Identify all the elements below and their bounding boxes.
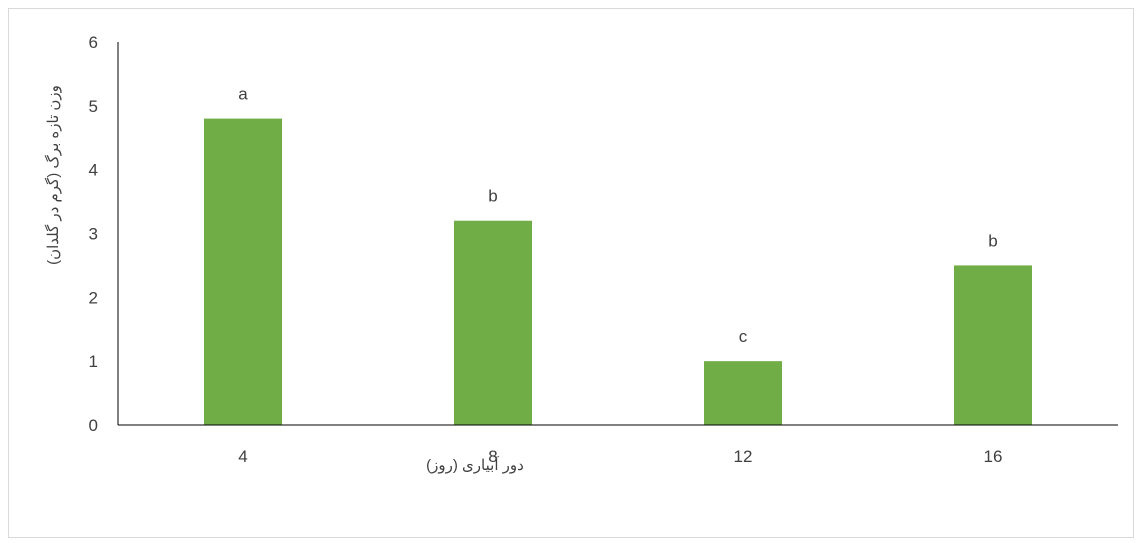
x-axis-title: دور آبیاری (روز)	[426, 456, 524, 474]
y-tick-label: 6	[89, 33, 98, 52]
y-tick-label: 3	[89, 225, 98, 244]
y-axis-title: وزن تازه برگ (گرم در گلدان)	[44, 85, 62, 265]
y-tick-label: 4	[89, 161, 98, 180]
bar	[204, 119, 282, 425]
x-tick-labels: 4 8 12 16	[238, 447, 1002, 466]
y-tick-label: 0	[89, 416, 98, 435]
bar	[954, 265, 1032, 425]
x-tick-label: 16	[984, 447, 1003, 466]
bars-group	[204, 119, 1032, 425]
bar	[704, 361, 782, 425]
y-tick-labels: 0 1 2 3 4 5 6	[89, 33, 98, 435]
x-tick-label: 4	[238, 447, 247, 466]
bar-data-label: b	[488, 187, 497, 206]
data-labels-group: a b c b	[238, 85, 997, 347]
bar	[454, 221, 532, 425]
y-tick-label: 5	[89, 97, 98, 116]
bar-data-label: a	[238, 85, 248, 104]
bar-data-label: c	[739, 327, 748, 346]
y-tick-label: 2	[89, 288, 98, 307]
bar-data-label: b	[988, 231, 997, 250]
x-tick-label: 12	[734, 447, 753, 466]
y-tick-label: 1	[89, 352, 98, 371]
